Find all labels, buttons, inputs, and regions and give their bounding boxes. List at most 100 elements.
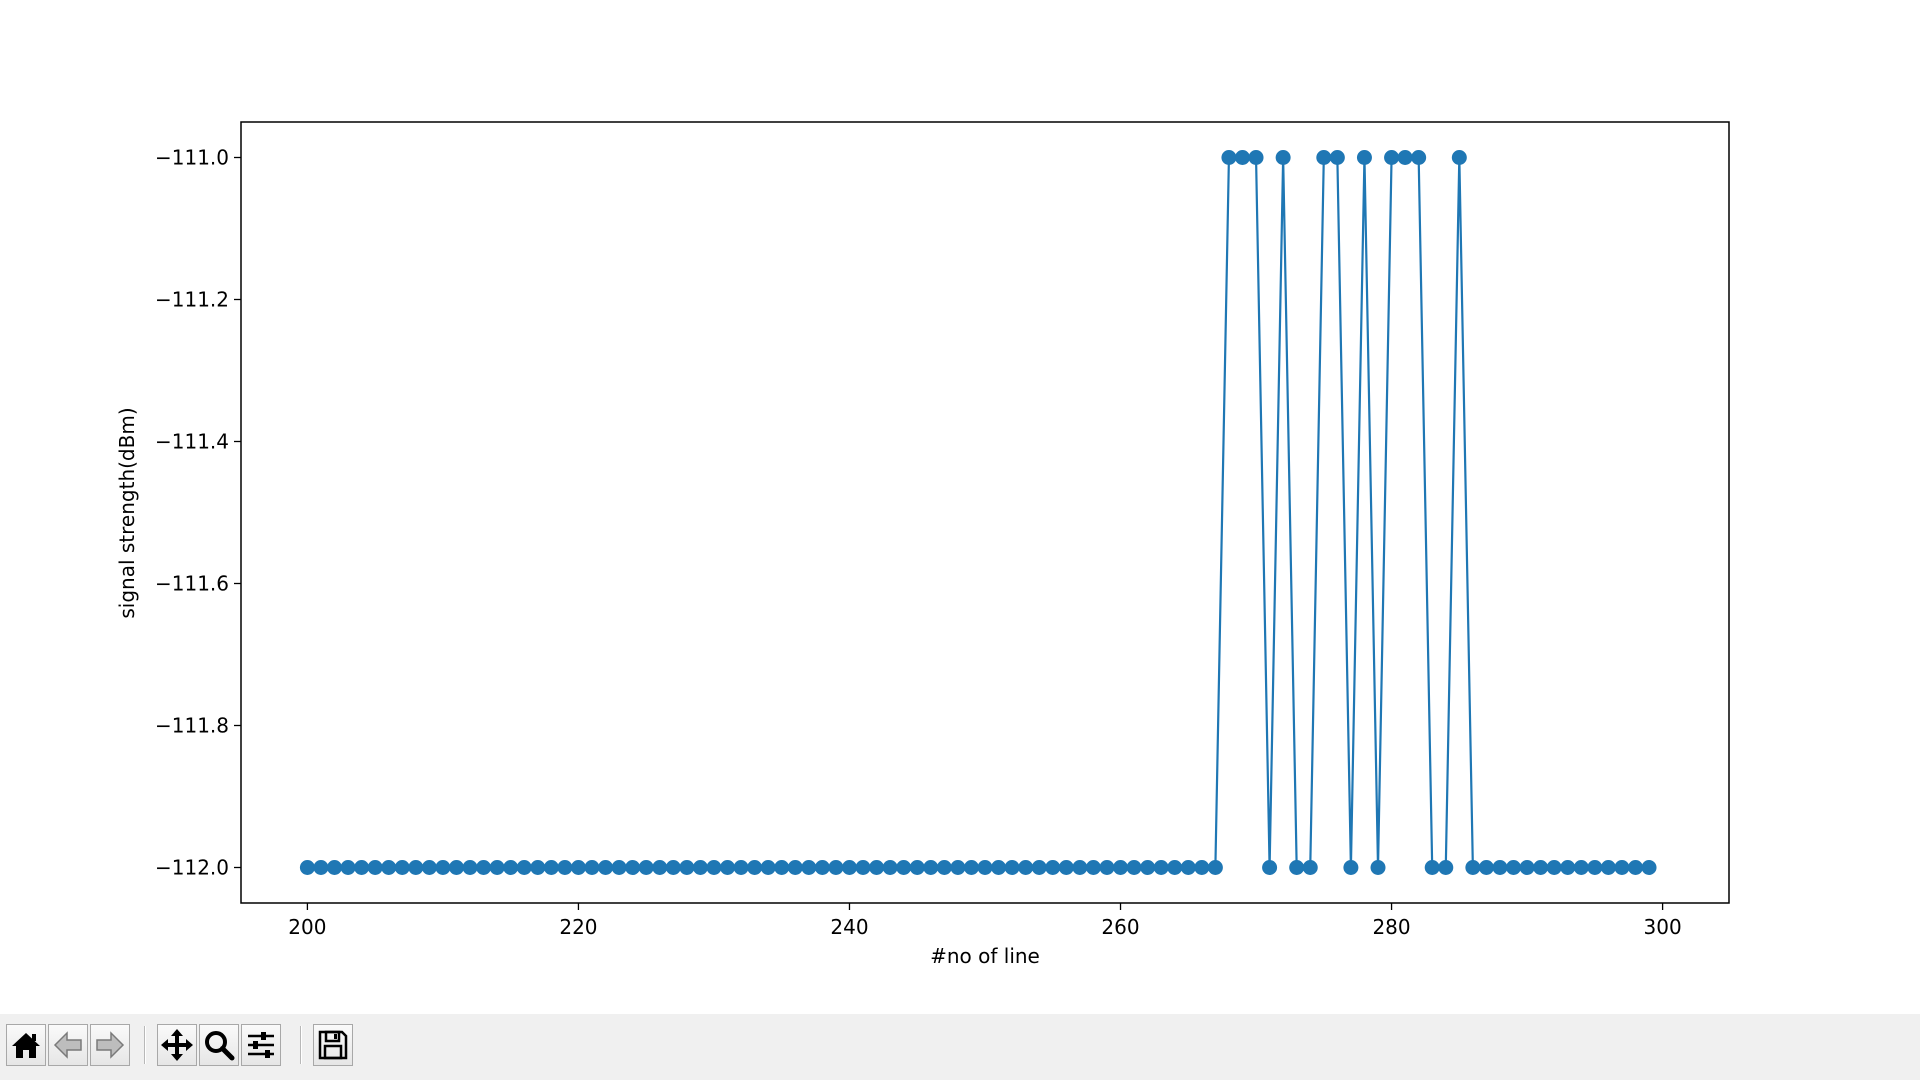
series-layer bbox=[299, 150, 1657, 875]
data-point bbox=[462, 860, 478, 875]
home-icon bbox=[12, 1033, 40, 1058]
y-tick-label: −111.8 bbox=[155, 714, 229, 738]
data-point bbox=[1126, 860, 1142, 875]
data-point bbox=[936, 860, 952, 875]
data-point bbox=[625, 860, 641, 875]
data-point bbox=[774, 860, 790, 875]
data-point bbox=[557, 860, 573, 875]
back-button[interactable] bbox=[48, 1024, 88, 1066]
data-point bbox=[991, 860, 1007, 875]
data-point bbox=[1614, 860, 1630, 875]
data-point bbox=[896, 860, 912, 875]
data-point bbox=[882, 860, 898, 875]
x-axis-ticks: 200 220 240 260 280 300 bbox=[288, 903, 1682, 939]
data-point bbox=[1356, 150, 1372, 165]
data-point bbox=[801, 860, 817, 875]
data-point bbox=[1085, 860, 1101, 875]
data-point bbox=[530, 860, 546, 875]
y-axis-ticks: −111.0 −111.2 −111.4 −111.6 −111.8 −112.0 bbox=[155, 146, 241, 880]
data-point bbox=[598, 860, 614, 875]
data-point bbox=[381, 860, 397, 875]
data-point bbox=[421, 860, 437, 875]
data-point bbox=[1370, 860, 1386, 875]
data-point bbox=[1397, 150, 1413, 165]
y-tick-label: −111.4 bbox=[155, 430, 229, 454]
data-point bbox=[1411, 150, 1427, 165]
data-point bbox=[692, 860, 708, 875]
save-button[interactable] bbox=[313, 1024, 353, 1066]
data-point bbox=[1099, 860, 1115, 875]
data-point bbox=[1478, 860, 1494, 875]
data-point bbox=[1587, 860, 1603, 875]
data-point bbox=[1438, 860, 1454, 875]
arrow-right-icon bbox=[96, 1031, 125, 1059]
magnifier-icon bbox=[205, 1031, 235, 1061]
data-point bbox=[448, 860, 464, 875]
forward-button[interactable] bbox=[90, 1024, 130, 1066]
data-point bbox=[679, 860, 695, 875]
data-point bbox=[1546, 860, 1562, 875]
home-button[interactable] bbox=[6, 1024, 46, 1066]
x-tick-label: 220 bbox=[559, 915, 597, 939]
data-point bbox=[1289, 860, 1305, 875]
data-point bbox=[950, 860, 966, 875]
data-point bbox=[354, 860, 370, 875]
x-axis-label: #no of line bbox=[930, 944, 1040, 968]
data-point bbox=[652, 860, 668, 875]
figure-canvas: 200 220 240 260 280 300 −111.0 −111.2 −111.4 −11… bbox=[115, 121, 1730, 968]
data-point bbox=[394, 860, 410, 875]
data-point bbox=[1045, 860, 1061, 875]
x-tick-label: 280 bbox=[1372, 915, 1410, 939]
data-point bbox=[747, 860, 763, 875]
data-point bbox=[841, 860, 857, 875]
configure-subplots-button[interactable] bbox=[241, 1024, 281, 1066]
pan-button[interactable] bbox=[157, 1024, 197, 1066]
data-point bbox=[1072, 860, 1088, 875]
x-tick-label: 260 bbox=[1101, 915, 1139, 939]
data-point bbox=[1248, 150, 1264, 165]
data-point bbox=[611, 860, 627, 875]
data-point bbox=[1451, 150, 1467, 165]
data-point bbox=[584, 860, 600, 875]
data-point bbox=[963, 860, 979, 875]
data-point bbox=[299, 860, 315, 875]
data-point bbox=[733, 860, 749, 875]
data-point bbox=[1492, 860, 1508, 875]
data-point bbox=[923, 860, 939, 875]
data-point bbox=[828, 860, 844, 875]
data-point bbox=[1519, 860, 1535, 875]
sliders-icon bbox=[248, 1032, 274, 1058]
data-point bbox=[489, 860, 505, 875]
data-point bbox=[665, 860, 681, 875]
data-point bbox=[1058, 860, 1074, 875]
data-point bbox=[1384, 150, 1400, 165]
data-point bbox=[706, 860, 722, 875]
zoom-button[interactable] bbox=[199, 1024, 239, 1066]
data-point bbox=[1004, 860, 1020, 875]
navigation-toolbar bbox=[0, 1014, 1920, 1080]
data-point bbox=[855, 860, 871, 875]
line-chart: 200 220 240 260 280 300 −111.0−111.2−111.4−11… bbox=[115, 121, 1730, 968]
data-point bbox=[327, 860, 343, 875]
data-point bbox=[1113, 860, 1129, 875]
y-tick-label: −111.6 bbox=[155, 572, 229, 596]
data-point bbox=[1506, 860, 1522, 875]
data-point bbox=[1140, 860, 1156, 875]
x-tick-label: 300 bbox=[1644, 915, 1682, 939]
data-point bbox=[313, 860, 329, 875]
plot-frame bbox=[240, 121, 1730, 904]
data-point bbox=[1018, 860, 1034, 875]
data-point bbox=[367, 860, 383, 875]
data-point bbox=[570, 860, 586, 875]
data-point bbox=[760, 860, 776, 875]
data-point bbox=[909, 860, 925, 875]
data-point bbox=[720, 860, 736, 875]
data-point bbox=[869, 860, 885, 875]
data-point bbox=[1207, 860, 1223, 875]
y-axis-label: signal strength(dBm) bbox=[115, 407, 139, 618]
x-tick-label: 240 bbox=[830, 915, 868, 939]
data-point bbox=[543, 860, 559, 875]
data-point bbox=[435, 860, 451, 875]
data-point bbox=[1262, 860, 1278, 875]
data-point bbox=[638, 860, 654, 875]
